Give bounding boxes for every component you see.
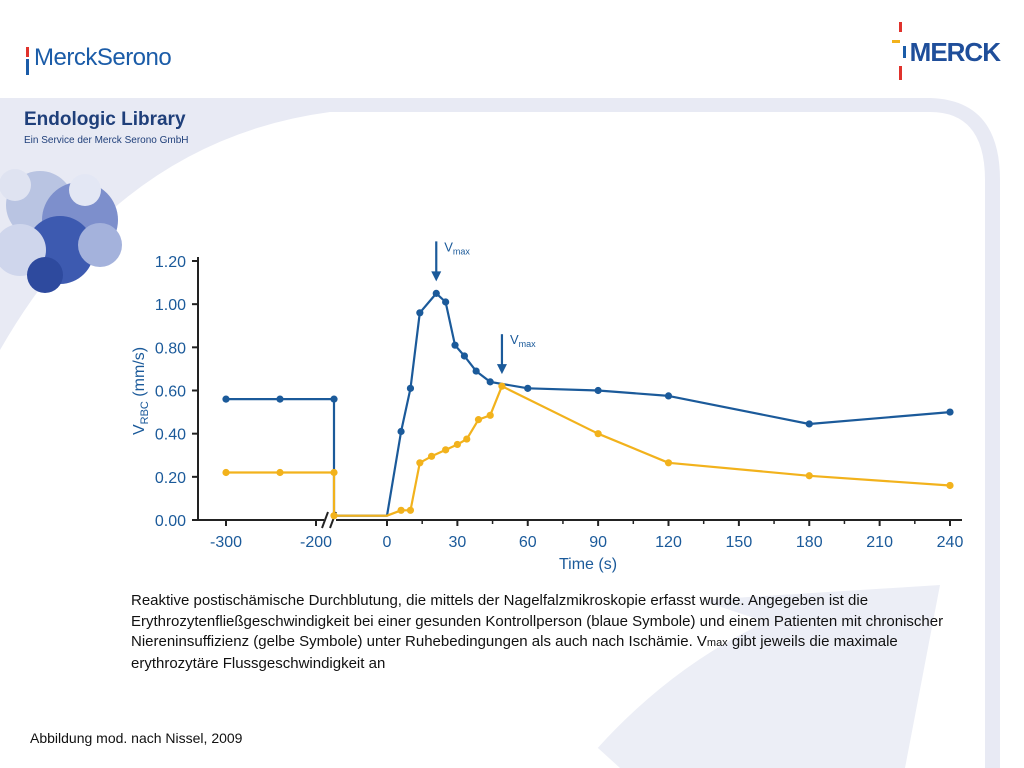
data-point-blue [594, 386, 602, 395]
data-point-yellow [276, 468, 284, 477]
vmax-arrow-head [431, 271, 442, 282]
y-tick-label: 0.40 [155, 427, 186, 444]
library-subtitle: Ein Service der Merck Serono GmbH [24, 135, 189, 146]
data-point-blue [664, 392, 673, 400]
data-point-yellow [330, 512, 338, 520]
y-tick-label: 0.20 [155, 470, 186, 487]
y-tick-label: 1.20 [155, 254, 186, 271]
merck-serono-logo: MerckSerono [26, 38, 172, 78]
data-point-blue [472, 367, 480, 375]
data-point-yellow [416, 459, 424, 467]
data-point-blue [524, 384, 532, 392]
x-tick-label: 30 [448, 534, 466, 551]
data-point-blue [805, 420, 813, 428]
data-point-yellow [486, 411, 494, 419]
figure-caption: Reaktive postischämische Durchblutung, d… [131, 591, 981, 674]
data-point-blue [451, 341, 459, 349]
data-point-yellow [474, 416, 483, 424]
merck-serono-wordmark: MerckSerono [34, 44, 172, 71]
data-point-yellow [406, 506, 415, 514]
caption-text-after: gibt jeweils die maximale erythrozytäre … [131, 633, 898, 672]
data-point-yellow [463, 435, 471, 443]
figure-source: Abbildung mod. nach Nissel, 2009 [30, 730, 243, 746]
chart-series [222, 289, 954, 520]
x-tick-label: -200 [300, 534, 332, 551]
data-point-yellow [805, 472, 813, 480]
x-tick-label: 90 [589, 534, 607, 551]
y-axis-label: VRBC (mm/s) [131, 347, 151, 435]
vrbc-line-chart: 0.00 0.20 0.40 0.60 0.80 1.00 1.20 -300 -200 0 30 6… [131, 239, 964, 573]
y-tick-label: 0.80 [155, 340, 186, 357]
x-tick-label: 60 [519, 534, 537, 551]
merck-logo-mark [891, 22, 908, 82]
data-point-yellow [498, 382, 506, 390]
x-tick-label: 180 [796, 534, 823, 551]
data-point-blue [222, 395, 230, 403]
data-point-yellow [442, 446, 450, 454]
y-tick-label: 0.60 [155, 384, 186, 401]
data-point-blue [276, 395, 284, 403]
vmax-label: Vmax [444, 239, 470, 256]
data-point-yellow [397, 506, 405, 514]
data-point-blue [442, 298, 450, 306]
molecule-image [0, 169, 122, 293]
data-point-blue [416, 309, 424, 317]
data-point-yellow [222, 468, 230, 477]
data-point-yellow [664, 459, 673, 467]
vmax-label: Vmax [510, 332, 536, 349]
data-point-yellow [453, 440, 461, 449]
data-point-yellow [594, 430, 602, 438]
data-point-yellow [427, 452, 436, 460]
y-tick-label: 1.00 [155, 297, 186, 314]
merck-wordmark: MERCK [909, 36, 1001, 67]
x-tick-label: 210 [866, 534, 893, 551]
chart-axes: 0.00 0.20 0.40 0.60 0.80 1.00 1.20 -300 -200 0 30 6… [155, 254, 964, 551]
chart-annotations: Vmax Vmax [431, 239, 536, 375]
library-title: Endologic Library [24, 109, 186, 130]
caption-vmax-subscript: max [706, 637, 728, 649]
data-point-blue [486, 378, 494, 386]
x-tick-label: 0 [383, 534, 392, 551]
x-tick-label: -300 [210, 534, 242, 551]
data-point-blue [397, 427, 405, 436]
data-point-yellow [330, 468, 338, 477]
data-point-yellow [946, 481, 954, 490]
vmax-arrow-head [496, 364, 507, 375]
caption-text-before: Reaktive postischämische Durchblutung, d… [131, 592, 944, 650]
x-tick-label: 240 [937, 534, 964, 551]
data-point-blue [460, 352, 469, 360]
x-axis-label: Time (s) [559, 556, 617, 573]
data-point-blue [406, 384, 415, 392]
x-tick-label: 150 [726, 534, 753, 551]
merck-logo: MERCK [891, 22, 1001, 82]
data-point-blue [432, 289, 440, 297]
merck-serono-logo-mark [26, 41, 32, 75]
x-tick-label: 120 [655, 534, 682, 551]
data-point-blue [330, 395, 338, 403]
x-axis-break-mark [321, 511, 329, 529]
y-tick-label: 0.00 [155, 513, 186, 530]
data-point-blue [946, 408, 954, 416]
